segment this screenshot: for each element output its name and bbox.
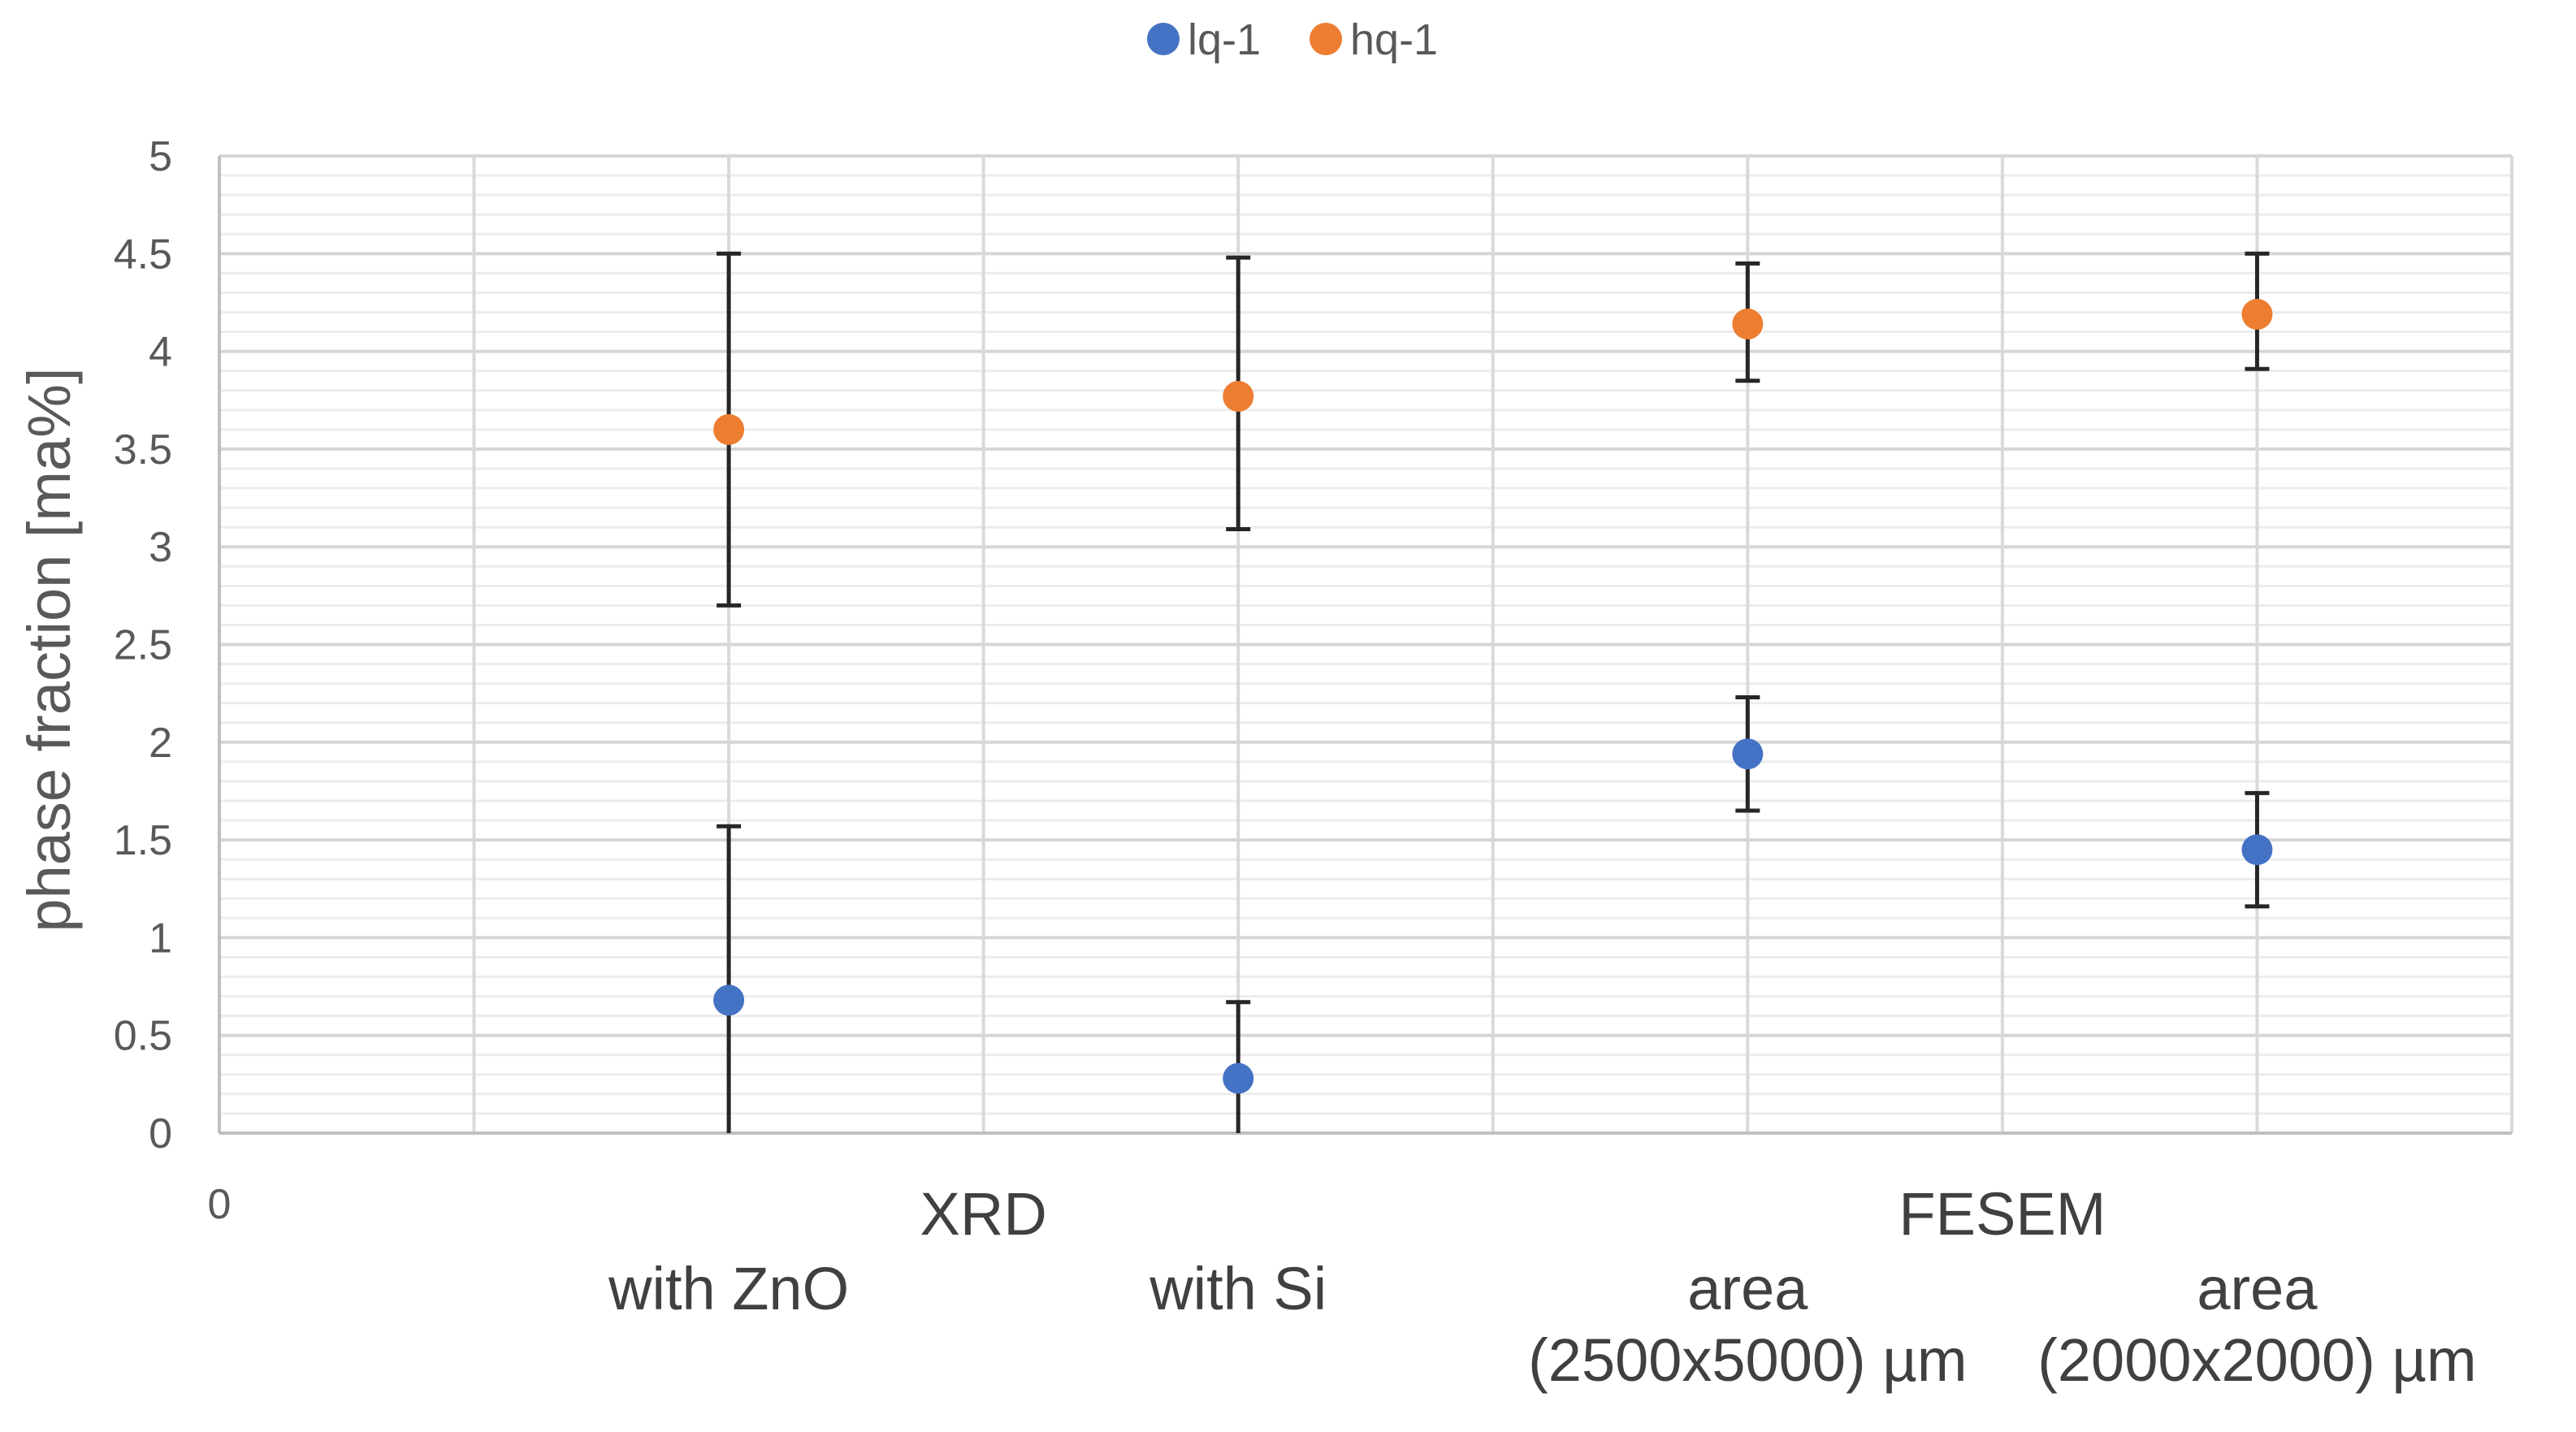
y-tick-labels: 0 0.5 1 1.5 2 2.5 3 3.5 4 4.5 5 xyxy=(114,133,172,1157)
y-tick-label: 4 xyxy=(149,329,172,376)
y-tick-label: 3 xyxy=(149,524,172,571)
category-label-line2: (2000x2000) µm xyxy=(2037,1326,2476,1394)
data-point-lq-1 xyxy=(2241,834,2273,866)
category-label-line1: area xyxy=(1687,1255,1808,1322)
category-label-line1: area xyxy=(2197,1255,2318,1322)
category-label-line2: (2500x5000) µm xyxy=(1528,1326,1967,1394)
group-label: FESEM xyxy=(1898,1180,2106,1248)
legend: lq-1 hq-1 xyxy=(1147,15,1438,64)
category-label-line1: with Si xyxy=(1149,1255,1327,1322)
legend-label-lq-1: lq-1 xyxy=(1188,15,1261,64)
grid-major xyxy=(219,154,2512,1135)
y-tick-label: 1 xyxy=(149,915,172,962)
legend-label-hq-1: hq-1 xyxy=(1350,15,1438,64)
y-tick-label: 2.5 xyxy=(114,622,172,669)
y-tick-label: 5 xyxy=(149,133,172,180)
legend-marker-lq-1 xyxy=(1147,23,1180,55)
x-origin-label: 0 xyxy=(208,1181,232,1228)
data-point-lq-1 xyxy=(1223,1062,1254,1094)
data-point-lq-1 xyxy=(713,984,745,1016)
category-label-line1: with ZnO xyxy=(608,1255,849,1322)
y-tick-label: 2 xyxy=(149,720,172,767)
y-tick-label: 0.5 xyxy=(114,1013,172,1060)
data-point-lq-1 xyxy=(1732,738,1764,770)
data-point-hq-1 xyxy=(1732,308,1764,340)
y-tick-label: 1.5 xyxy=(114,817,172,864)
axes xyxy=(218,156,2512,1135)
y-tick-label: 3.5 xyxy=(114,426,172,474)
data-point-hq-1 xyxy=(1223,380,1254,412)
group-label: XRD xyxy=(920,1180,1047,1248)
legend-marker-hq-1 xyxy=(1310,23,1342,55)
y-tick-label: 4.5 xyxy=(114,231,172,278)
data-point-hq-1 xyxy=(713,413,745,445)
y-axis-label: phase fraction [ma%] xyxy=(15,367,83,932)
y-tick-label: 0 xyxy=(149,1110,172,1157)
data-points xyxy=(713,298,2273,1094)
data-point-hq-1 xyxy=(2241,298,2273,330)
